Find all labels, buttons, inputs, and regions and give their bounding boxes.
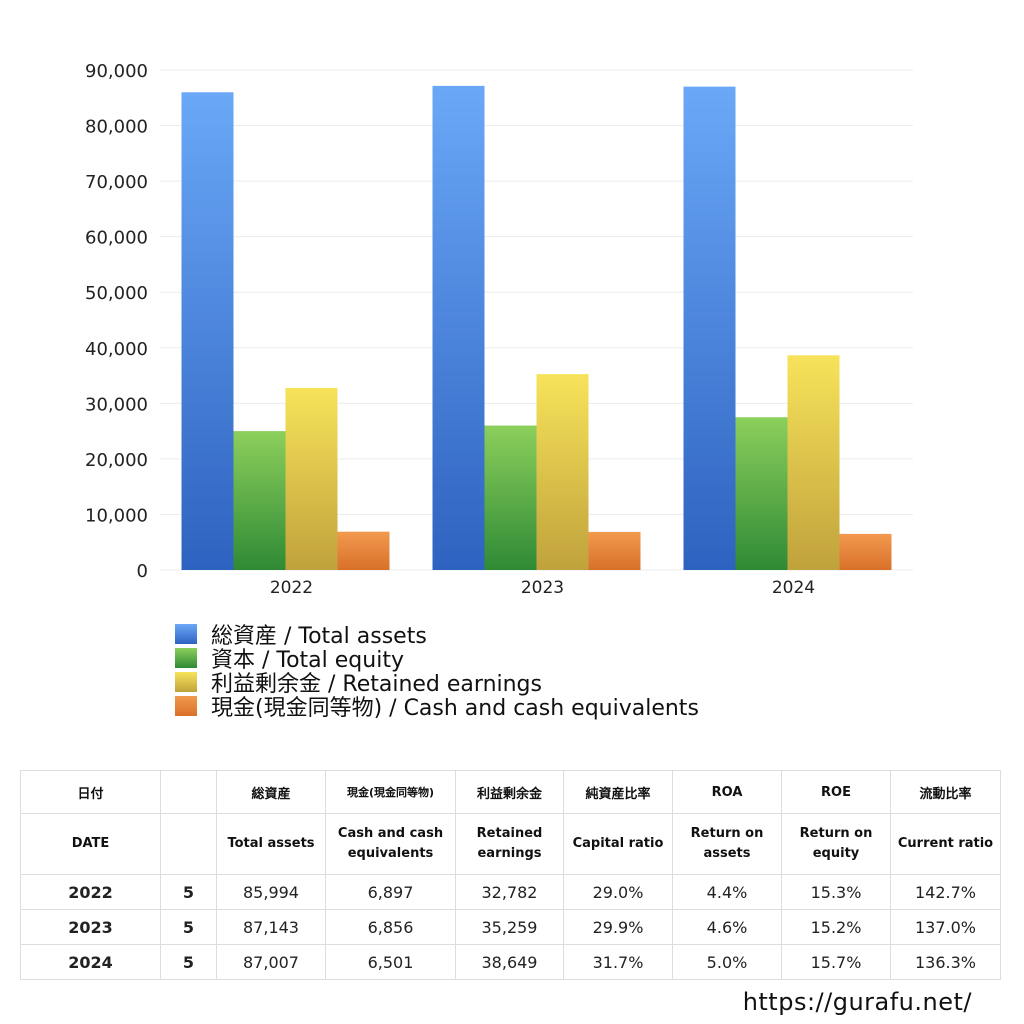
header-retained-en: Retained earnings xyxy=(455,813,564,875)
row-capital-ratio: 29.0% xyxy=(563,874,673,910)
header-cash-ja: 現金(現金同等物) xyxy=(325,770,456,814)
row-retained: 32,782 xyxy=(455,874,564,910)
x-tick-label: 2022 xyxy=(270,578,313,598)
bar-2022-series-2 xyxy=(285,387,338,570)
legend-item-retained-earnings: 利益剰余金 / Retained earnings xyxy=(175,670,699,697)
row-total-assets: 87,007 xyxy=(216,944,326,980)
bars xyxy=(181,85,892,570)
legend-label: 現金(現金同等物) / Cash and cash equivalents xyxy=(211,696,699,721)
bar-2024-series-1 xyxy=(735,417,788,570)
table-header-en: DATE Total assets Cash and cash equivale… xyxy=(20,813,1001,875)
x-axis-ticks: 2022 2023 2024 xyxy=(270,578,815,598)
bar-2023-series-3 xyxy=(588,531,641,570)
y-tick-label: 90,000 xyxy=(85,61,148,82)
row-roa: 4.4% xyxy=(672,874,782,910)
table-row: 2022 5 85,994 6,897 32,782 29.0% 4.4% 15… xyxy=(20,874,1001,910)
legend-swatch-retained-earnings xyxy=(175,672,197,692)
header-retained-ja: 利益剰余金 xyxy=(455,770,564,814)
header-roe-en: Return on equity xyxy=(781,813,891,875)
row-total-assets: 85,994 xyxy=(216,874,326,910)
legend-item-cash: 現金(現金同等物) / Cash and cash equivalents xyxy=(175,694,699,721)
row-capital-ratio: 29.9% xyxy=(563,909,673,945)
y-tick-label: 40,000 xyxy=(85,339,148,360)
y-tick-label: 0 xyxy=(137,561,148,582)
legend-swatch-total-equity xyxy=(175,648,197,668)
x-tick-label: 2023 xyxy=(521,578,564,598)
legend-swatch-cash xyxy=(175,696,197,716)
y-tick-label: 80,000 xyxy=(85,117,148,138)
header-capital-ratio-en: Capital ratio xyxy=(563,813,673,875)
y-tick-label: 50,000 xyxy=(85,283,148,304)
row-year: 2024 xyxy=(20,944,161,980)
table-header-ja: 日付 総資産 現金(現金同等物) 利益剰余金 純資産比率 ROA ROE 流動比… xyxy=(20,770,1001,814)
chart-legend: 総資産 / Total assets 資本 / Total equity 利益剰… xyxy=(175,622,699,721)
legend-label: 資本 / Total equity xyxy=(211,648,404,673)
row-month: 5 xyxy=(160,944,217,980)
table-row: 2024 5 87,007 6,501 38,649 31.7% 5.0% 15… xyxy=(20,944,1001,980)
row-cash: 6,856 xyxy=(325,909,456,945)
bar-chart: 0 10,000 20,000 30,000 40,000 50,000 60,000 70,… xyxy=(85,61,913,598)
row-retained: 35,259 xyxy=(455,909,564,945)
row-current-ratio: 137.0% xyxy=(890,909,1001,945)
row-retained: 38,649 xyxy=(455,944,564,980)
y-tick-label: 20,000 xyxy=(85,450,148,471)
bar-2022-series-3 xyxy=(337,531,390,570)
header-roa-ja: ROA xyxy=(672,770,782,814)
header-date-en: DATE xyxy=(20,813,161,875)
footer-url: https://gurafu.net/ xyxy=(742,988,972,1016)
row-cash: 6,897 xyxy=(325,874,456,910)
bar-2022-series-0 xyxy=(181,92,234,570)
header-month-en xyxy=(160,813,217,875)
row-roa: 5.0% xyxy=(672,944,782,980)
header-current-ratio-en: Current ratio xyxy=(890,813,1001,875)
bar-2023-series-0 xyxy=(432,85,485,570)
bar-2024-series-0 xyxy=(683,86,736,570)
row-capital-ratio: 31.7% xyxy=(563,944,673,980)
row-month: 5 xyxy=(160,909,217,945)
row-cash: 6,501 xyxy=(325,944,456,980)
header-date-ja: 日付 xyxy=(20,770,161,814)
row-year: 2022 xyxy=(20,874,161,910)
y-tick-label: 70,000 xyxy=(85,172,148,193)
row-roe: 15.2% xyxy=(781,909,891,945)
legend-item-total-assets: 総資産 / Total assets xyxy=(175,622,699,649)
header-roa-en: Return on assets xyxy=(672,813,782,875)
legend-label: 利益剰余金 / Retained earnings xyxy=(211,672,542,697)
legend-label: 総資産 / Total assets xyxy=(211,624,427,649)
bar-2022-series-1 xyxy=(233,431,286,570)
header-total-assets-ja: 総資産 xyxy=(216,770,326,814)
bar-2024-series-3 xyxy=(839,533,892,570)
legend-item-total-equity: 資本 / Total equity xyxy=(175,646,699,673)
table-row: 2023 5 87,143 6,856 35,259 29.9% 4.6% 15… xyxy=(20,909,1001,945)
y-axis-ticks: 0 10,000 20,000 30,000 40,000 50,000 60,000 70,… xyxy=(85,61,148,582)
row-year: 2023 xyxy=(20,909,161,945)
y-tick-label: 60,000 xyxy=(85,228,148,249)
bar-2023-series-2 xyxy=(536,374,589,570)
legend-swatch-total-assets xyxy=(175,624,197,644)
bar-2024-series-2 xyxy=(787,355,840,570)
header-month-ja xyxy=(160,770,217,814)
header-total-assets-en: Total assets xyxy=(216,813,326,875)
header-capital-ratio-ja: 純資産比率 xyxy=(563,770,673,814)
row-current-ratio: 136.3% xyxy=(890,944,1001,980)
financial-data-table: 日付 総資産 現金(現金同等物) 利益剰余金 純資産比率 ROA ROE 流動比… xyxy=(20,770,1001,980)
header-current-ratio-ja: 流動比率 xyxy=(890,770,1001,814)
bar-2023-series-1 xyxy=(484,425,537,570)
row-current-ratio: 142.7% xyxy=(890,874,1001,910)
row-month: 5 xyxy=(160,874,217,910)
y-tick-label: 10,000 xyxy=(85,505,148,526)
row-roe: 15.3% xyxy=(781,874,891,910)
header-roe-ja: ROE xyxy=(781,770,891,814)
header-cash-en: Cash and cash equivalents xyxy=(325,813,456,875)
row-roe: 15.7% xyxy=(781,944,891,980)
x-tick-label: 2024 xyxy=(772,578,815,598)
row-roa: 4.6% xyxy=(672,909,782,945)
y-tick-label: 30,000 xyxy=(85,394,148,415)
row-total-assets: 87,143 xyxy=(216,909,326,945)
